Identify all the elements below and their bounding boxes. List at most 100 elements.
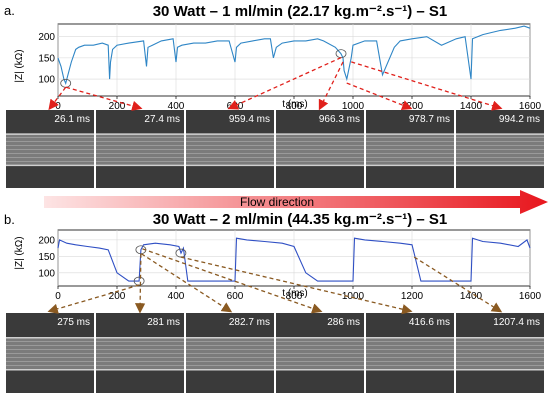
frame-wall-bottom <box>456 164 544 167</box>
frame-arrow <box>48 86 67 111</box>
x-tick-label: 1200 <box>401 291 424 302</box>
frame-wall-top <box>456 337 544 339</box>
panel-b-ylabel: |Z| (kΩ) <box>14 236 25 269</box>
frame-channel <box>366 133 454 165</box>
frame-arrow <box>318 61 344 111</box>
frame-wall-top <box>6 133 94 135</box>
frame-time-label: 286 ms <box>327 317 360 328</box>
frame-channel <box>276 133 364 165</box>
frame-time-label: 27.4 ms <box>144 114 180 125</box>
frame-channel <box>456 133 544 165</box>
panel-b-arrows <box>47 245 503 315</box>
frame-wall-top <box>96 133 184 135</box>
frame-wall-bottom <box>276 369 364 371</box>
frame-arrow <box>227 57 342 110</box>
frame-time-label: 1207.4 ms <box>493 317 540 328</box>
frame-channel <box>96 337 184 369</box>
frame-wall-bottom <box>96 164 184 167</box>
frame-wall-top <box>456 133 544 135</box>
frame-time-label: 978.7 ms <box>409 114 450 125</box>
x-tick-label: 1000 <box>342 291 365 302</box>
panel-a-title: 30 Watt – 1 ml/min (22.17 kg.m⁻².s⁻¹) – … <box>153 3 448 20</box>
frame-time-label: 281 ms <box>147 317 180 328</box>
frame-wall-bottom <box>456 369 544 371</box>
frame-arrow <box>65 86 143 111</box>
frame-time-label: 966.3 ms <box>319 114 360 125</box>
frame-wall-top <box>366 133 454 135</box>
y-tick-label: 200 <box>38 32 55 43</box>
frame-wall-top <box>366 337 454 339</box>
y-tick-label: 200 <box>38 235 55 246</box>
y-tick-label: 100 <box>38 268 55 279</box>
panel-b-plot: 0 200 400 600 800 1000 1200 1400 1600 100 150 200 <box>38 229 542 302</box>
frame-channel <box>366 337 454 369</box>
impedance-series-line <box>57 237 531 282</box>
frame-arrow <box>413 256 503 313</box>
frame-wall-bottom <box>186 164 274 167</box>
panel-a-ylabel: |Z| (kΩ) <box>14 49 25 82</box>
flow-arrow-shape <box>44 190 548 214</box>
y-tick-label: 150 <box>38 252 55 263</box>
y-tick-label: 100 <box>38 75 55 86</box>
frame-channel <box>96 133 184 165</box>
frame-wall-bottom <box>186 369 274 371</box>
flow-direction-label: Flow direction <box>240 195 314 209</box>
frame-arrow <box>346 82 413 110</box>
x-tick-label: 200 <box>109 101 126 112</box>
frame-wall-bottom <box>96 369 184 371</box>
frame-time-label: 416.6 ms <box>409 317 450 328</box>
x-tick-label: 1400 <box>460 291 483 302</box>
panel-b-xlabel: t (ms) <box>282 288 308 299</box>
x-tick-label: 1600 <box>519 101 542 112</box>
frame-channel <box>456 337 544 369</box>
y-tick-label: 150 <box>38 53 55 64</box>
panel-a-label: a. <box>4 3 15 18</box>
frame-time-label: 275 ms <box>57 317 90 328</box>
panel-a-arrows <box>48 49 503 111</box>
frame-time-label: 959.4 ms <box>229 114 270 125</box>
frame-wall-top <box>276 133 364 135</box>
frame-arrow <box>134 253 146 314</box>
frame-wall-bottom <box>366 164 454 167</box>
frame-arrow <box>141 253 233 313</box>
frame-channel <box>186 337 274 369</box>
frame-channel <box>186 133 274 165</box>
x-tick-label: 0 <box>55 291 61 302</box>
frame-wall-top <box>6 337 94 339</box>
x-tick-label: 1600 <box>519 291 542 302</box>
impedance-series-line <box>57 25 531 85</box>
frame-channel <box>6 133 94 165</box>
frame-arrow <box>351 61 503 111</box>
frame-wall-top <box>276 337 364 339</box>
x-tick-label: 1400 <box>460 101 483 112</box>
panel-b: b. 30 Watt – 2 ml/min (44.35 kg.m⁻².s⁻¹)… <box>4 211 544 393</box>
panel-a-xlabel: t (ms) <box>282 99 308 110</box>
panel-b-label: b. <box>4 212 15 227</box>
frame-wall-bottom <box>276 164 364 167</box>
frame-time-label: 282.7 ms <box>229 317 270 328</box>
x-tick-label: 400 <box>168 101 185 112</box>
frame-time-label: 26.1 ms <box>54 114 90 125</box>
frame-wall-top <box>186 337 274 339</box>
frame-wall-top <box>96 337 184 339</box>
x-tick-label: 1000 <box>342 101 365 112</box>
frame-arrow <box>47 284 140 314</box>
frame-channel <box>6 337 94 369</box>
x-tick-label: 800 <box>286 101 303 112</box>
x-tick-label: 200 <box>109 291 126 302</box>
frame-channel <box>276 337 364 369</box>
panel-b-frames: 275 ms 281 ms 282.7 ms 286 ms 416.6 ms 1207.4… <box>6 313 544 393</box>
frame-wall-bottom <box>6 164 94 167</box>
frame-wall-bottom <box>366 369 454 371</box>
frame-arrow <box>180 256 413 315</box>
x-tick-label: 400 <box>168 291 185 302</box>
panel-a-frames: 26.1 ms 27.4 ms 959.4 ms 966.3 ms 978.7 ms 99… <box>6 110 544 188</box>
x-tick-label: 800 <box>286 291 303 302</box>
panel-a: a. 30 Watt – 1 ml/min (22.17 kg.m⁻².s⁻¹)… <box>4 3 544 188</box>
frame-time-label: 994.2 ms <box>499 114 540 125</box>
panel-b-title: 30 Watt – 2 ml/min (44.35 kg.m⁻².s⁻¹) – … <box>153 211 448 228</box>
frame-wall-bottom <box>6 369 94 371</box>
frame-arrow <box>142 248 323 314</box>
frame-wall-top <box>186 133 274 135</box>
